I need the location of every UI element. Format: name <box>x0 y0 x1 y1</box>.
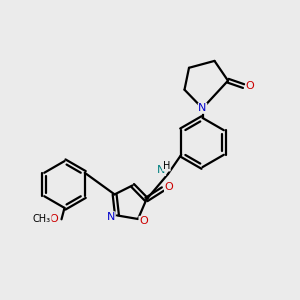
Text: N: N <box>198 103 207 113</box>
Text: O: O <box>139 216 148 226</box>
Text: N: N <box>157 165 166 176</box>
Text: CH₃: CH₃ <box>33 214 51 224</box>
Text: O: O <box>164 182 173 193</box>
Text: O: O <box>49 214 58 224</box>
Text: O: O <box>246 81 255 91</box>
Text: N: N <box>107 212 115 222</box>
Text: H: H <box>163 161 170 171</box>
